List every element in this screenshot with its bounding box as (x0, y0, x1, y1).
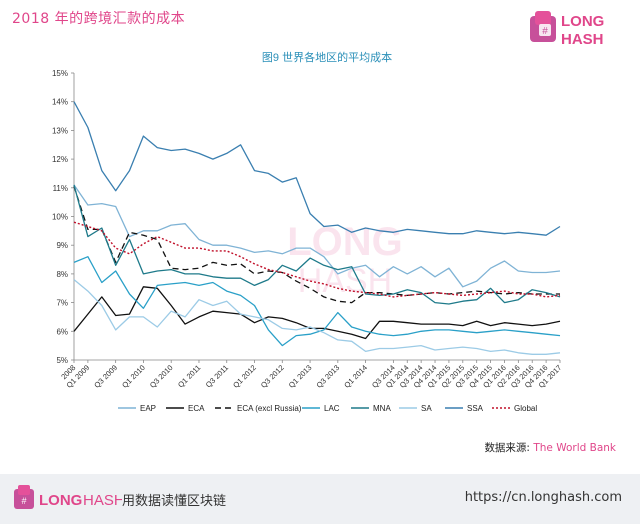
x-tick-label: Q1 2013 (287, 363, 314, 390)
y-tick-label: 5% (56, 356, 68, 365)
y-tick-label: 9% (56, 241, 68, 250)
y-tick-label: 15% (52, 69, 68, 78)
legend-label: ECA (excl Russia) (237, 404, 302, 413)
footer-url[interactable]: https://cn.longhash.com (464, 490, 622, 505)
source-label: 数据来源: (484, 442, 534, 454)
y-tick-label: 11% (53, 184, 68, 193)
footer-brand-hash: HASH (83, 492, 122, 509)
y-tick-label: 10% (52, 213, 68, 222)
y-tick-label: 7% (56, 299, 68, 308)
legend-label: MNA (373, 404, 391, 413)
footer-slogan: 用数据读懂区块链 (122, 494, 227, 509)
y-tick-label: 8% (56, 270, 68, 279)
x-tick-label: Q3 2013 (315, 363, 342, 390)
brand-logo: # LONG HASH (528, 8, 628, 50)
legend-label: Global (514, 404, 537, 413)
x-tick-label: Q3 2011 (204, 363, 230, 389)
y-tick-label: 6% (56, 327, 68, 336)
svg-text:#: # (21, 496, 26, 506)
x-tick-label: Q3 2009 (92, 363, 119, 390)
y-tick-label: 12% (52, 155, 68, 164)
watermark-long: LONG (287, 220, 403, 264)
source-value: The World Bank (533, 442, 616, 454)
series-line-global (73, 221, 561, 298)
series-line-ssa (73, 101, 561, 236)
chart-area: 图9 世界各地区的平均成本 LONG HASH 5% 6% 7% 8% 9% 10% 11% 12%… (0, 40, 640, 460)
x-tick-label: Q1 2014 (342, 363, 369, 390)
y-tick-label: 13% (52, 126, 68, 135)
series-line-mna (73, 184, 561, 305)
x-tick-label: Q3 2012 (259, 363, 286, 390)
page-title: 2018 年的跨境汇款的成本 (12, 11, 186, 27)
legend-label: EAP (140, 404, 156, 413)
y-tick-label: 14% (52, 98, 68, 107)
brand-hash-text: HASH (561, 31, 604, 48)
footer-bar: # LONG HASH 用数据读懂区块链 https://cn.longhash… (0, 474, 640, 524)
legend-label: ECA (188, 404, 205, 413)
x-tick-label: Q3 2010 (148, 363, 175, 390)
series-line-eap (73, 184, 561, 288)
source-line: 数据来源: The World Bank (484, 440, 616, 455)
series-line-sa (73, 279, 561, 355)
legend-label: SA (421, 404, 432, 413)
chart-title: 图9 世界各地区的平均成本 (262, 50, 392, 64)
longhash-logo-icon: # (530, 11, 556, 42)
legend-label: LAC (324, 404, 340, 413)
footer-longhash-icon: # (14, 485, 34, 509)
x-tick-label: Q1 2010 (120, 363, 147, 390)
svg-text:#: # (542, 26, 548, 37)
footer-logo: # LONG HASH (12, 483, 172, 515)
line-chart: 图9 世界各地区的平均成本LONGHASH5%6%7%8%9%10%11%12%… (52, 50, 563, 413)
series-line-lac (73, 256, 561, 347)
x-tick-label: Q1 2012 (231, 363, 258, 390)
series-line-eca-excl-russia (73, 186, 560, 304)
footer-brand-long: LONG (39, 492, 82, 509)
x-tick-label: Q1 2011 (176, 363, 202, 389)
legend-label: SSA (467, 404, 484, 413)
brand-long-text: LONG (561, 13, 604, 30)
